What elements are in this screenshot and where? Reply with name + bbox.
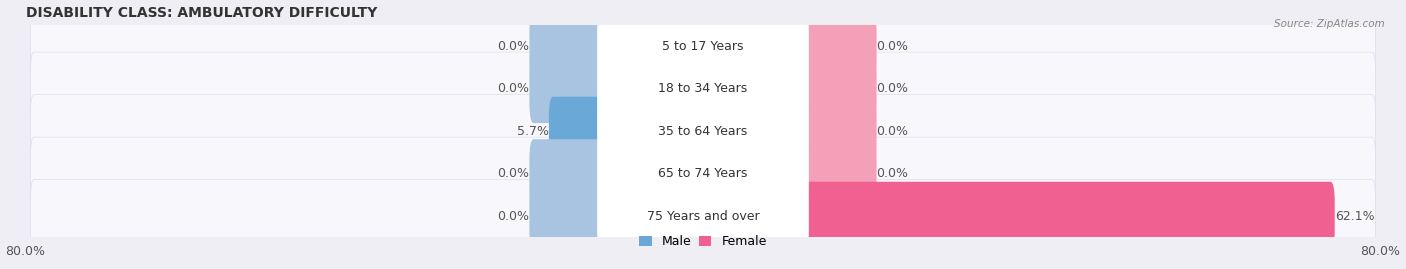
- Text: 0.0%: 0.0%: [876, 82, 908, 95]
- Text: Source: ZipAtlas.com: Source: ZipAtlas.com: [1274, 19, 1385, 29]
- FancyBboxPatch shape: [800, 54, 876, 123]
- Legend: Male, Female: Male, Female: [640, 235, 766, 248]
- Text: 0.0%: 0.0%: [876, 125, 908, 138]
- FancyBboxPatch shape: [598, 182, 808, 251]
- FancyBboxPatch shape: [31, 95, 1375, 168]
- Text: 0.0%: 0.0%: [498, 210, 530, 223]
- FancyBboxPatch shape: [598, 97, 808, 166]
- Text: 5.7%: 5.7%: [517, 125, 548, 138]
- Text: 5 to 17 Years: 5 to 17 Years: [662, 40, 744, 53]
- FancyBboxPatch shape: [548, 97, 606, 166]
- Text: 0.0%: 0.0%: [498, 82, 530, 95]
- FancyBboxPatch shape: [598, 139, 808, 208]
- Text: 75 Years and over: 75 Years and over: [647, 210, 759, 223]
- FancyBboxPatch shape: [530, 12, 606, 81]
- FancyBboxPatch shape: [31, 137, 1375, 210]
- FancyBboxPatch shape: [800, 97, 876, 166]
- Text: 0.0%: 0.0%: [498, 40, 530, 53]
- FancyBboxPatch shape: [800, 12, 876, 81]
- FancyBboxPatch shape: [530, 182, 606, 251]
- FancyBboxPatch shape: [31, 10, 1375, 83]
- FancyBboxPatch shape: [800, 182, 1334, 251]
- Text: 0.0%: 0.0%: [876, 167, 908, 180]
- FancyBboxPatch shape: [530, 139, 606, 208]
- FancyBboxPatch shape: [598, 54, 808, 123]
- FancyBboxPatch shape: [31, 52, 1375, 125]
- Text: 0.0%: 0.0%: [498, 167, 530, 180]
- Text: DISABILITY CLASS: AMBULATORY DIFFICULTY: DISABILITY CLASS: AMBULATORY DIFFICULTY: [25, 6, 377, 20]
- FancyBboxPatch shape: [530, 54, 606, 123]
- Text: 0.0%: 0.0%: [876, 40, 908, 53]
- FancyBboxPatch shape: [31, 180, 1375, 253]
- Text: 35 to 64 Years: 35 to 64 Years: [658, 125, 748, 138]
- Text: 18 to 34 Years: 18 to 34 Years: [658, 82, 748, 95]
- FancyBboxPatch shape: [598, 12, 808, 81]
- Text: 65 to 74 Years: 65 to 74 Years: [658, 167, 748, 180]
- Text: 62.1%: 62.1%: [1334, 210, 1374, 223]
- FancyBboxPatch shape: [800, 139, 876, 208]
